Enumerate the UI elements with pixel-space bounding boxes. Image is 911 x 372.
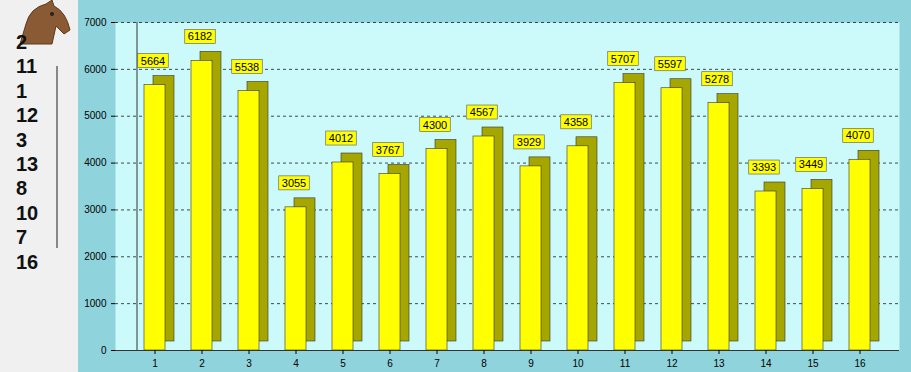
svg-text:11: 11	[620, 358, 631, 369]
html-text:3: 3	[16, 128, 28, 151]
html-text:13: 13	[16, 153, 39, 175]
svg-text:5597: 5597	[658, 58, 682, 70]
svg-text:5538: 5538	[235, 61, 259, 73]
html-text:10: 10	[16, 201, 39, 224]
svg-text:5: 5	[340, 358, 346, 369]
html-text:7: 7	[16, 226, 28, 249]
svg-text:5278: 5278	[705, 73, 729, 85]
svg-text:13: 13	[713, 358, 725, 369]
svg-text:6182: 6182	[188, 30, 212, 42]
svg-text:3: 3	[246, 358, 252, 369]
svg-text:4: 4	[293, 358, 299, 369]
svg-text:4012: 4012	[329, 132, 353, 144]
svg-text:8: 8	[481, 358, 487, 369]
svg-text:4000: 4000	[84, 157, 107, 168]
html-text:1: 1	[16, 79, 28, 102]
svg-text:1000: 1000	[84, 298, 107, 309]
svg-text:3929: 3929	[517, 136, 541, 148]
svg-text:3055: 3055	[282, 177, 306, 189]
svg-text:3449: 3449	[799, 158, 823, 170]
svg-text:10: 10	[572, 358, 584, 369]
svg-text:4070: 4070	[846, 129, 870, 141]
svg-text:7: 7	[434, 358, 440, 369]
svg-text:9: 9	[528, 358, 534, 369]
svg-text:0: 0	[101, 345, 107, 356]
html-text:2: 2	[16, 31, 28, 53]
svg-text:16: 16	[854, 358, 866, 369]
html-text:11: 11	[16, 55, 38, 78]
svg-text:6: 6	[387, 358, 393, 369]
html-text:8: 8	[16, 177, 28, 200]
svg-text:4567: 4567	[470, 106, 494, 118]
svg-text:2: 2	[199, 358, 205, 369]
svg-text:3000: 3000	[84, 204, 107, 215]
svg-text:1: 1	[152, 358, 158, 369]
svg-text:2000: 2000	[84, 251, 107, 262]
svg-text:5000: 5000	[84, 110, 107, 121]
svg-text:5664: 5664	[141, 55, 165, 67]
svg-text:7000: 7000	[84, 17, 107, 28]
svg-text:3393: 3393	[752, 161, 776, 173]
svg-text:15: 15	[807, 358, 819, 369]
html-text:12: 12	[16, 104, 39, 127]
svg-text:4300: 4300	[423, 119, 447, 131]
svg-text:6000: 6000	[84, 64, 107, 75]
svg-text:4358: 4358	[564, 116, 588, 128]
svg-text:14: 14	[760, 358, 772, 369]
svg-text:3767: 3767	[376, 144, 400, 156]
svg-text:5707: 5707	[611, 53, 635, 65]
html-text:16: 16	[16, 250, 39, 273]
svg-text:12: 12	[666, 358, 678, 369]
